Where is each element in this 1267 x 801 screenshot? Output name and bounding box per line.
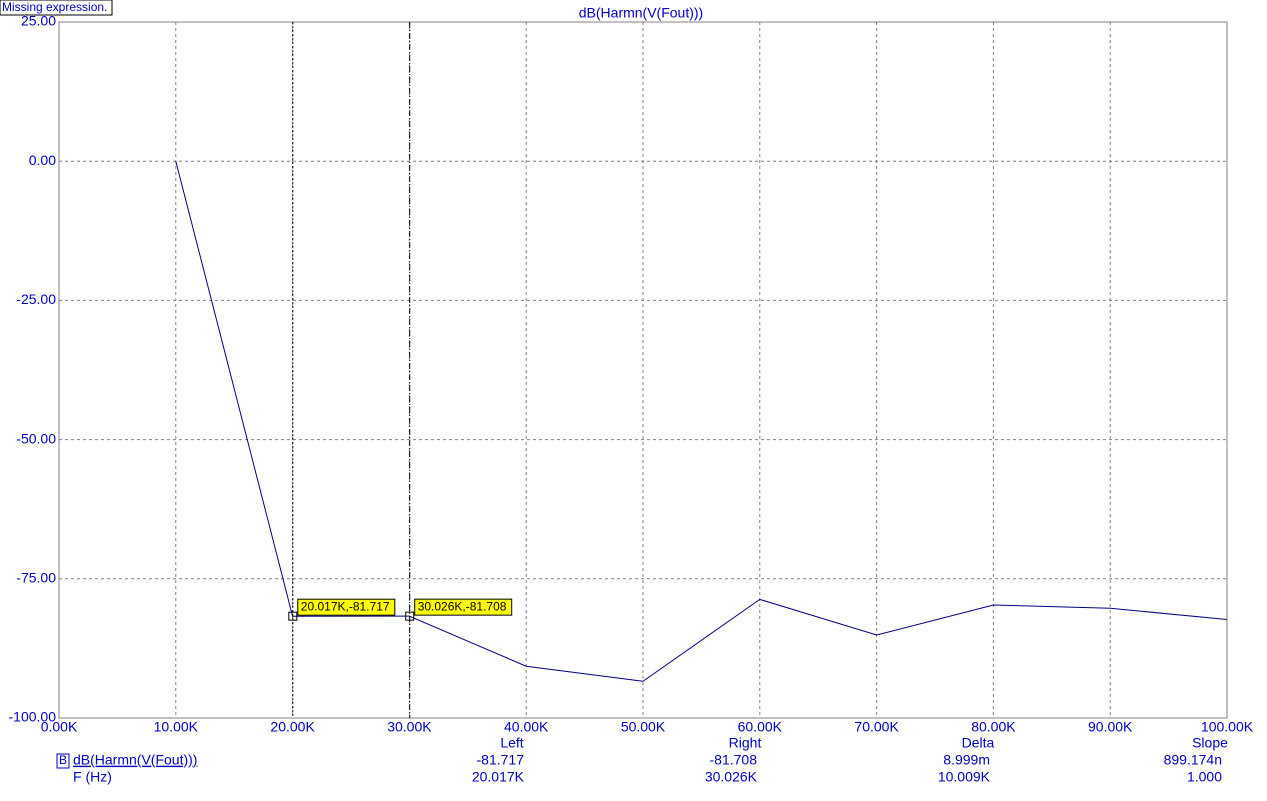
table-cell: 10.009K — [938, 769, 991, 785]
status-box — [0, 0, 113, 16]
cursor-label: 30.026K,-81.708 — [418, 599, 507, 613]
x-tick-label: 20.00K — [270, 719, 315, 735]
x-tick-label: 70.00K — [854, 719, 899, 735]
x-tick-label: 100.00K — [1201, 719, 1254, 735]
table-cell: 8.999m — [943, 752, 990, 768]
table-cell: 1.000 — [1187, 769, 1222, 785]
y-tick-label: -75.00 — [16, 570, 56, 586]
chart-title: dB(Harmn(V(Fout))) — [579, 5, 703, 21]
marker-box — [56, 753, 70, 769]
x-tick-label: 10.00K — [154, 719, 199, 735]
cursor-label-box — [414, 598, 513, 616]
y-tick-label: 0.00 — [29, 152, 56, 168]
table-cell: 899.174n — [1164, 752, 1222, 768]
x-tick-label: 90.00K — [1088, 719, 1133, 735]
cursor-label-box — [297, 598, 396, 616]
cursor-marker — [405, 611, 415, 621]
x-tick-label: 40.00K — [504, 719, 549, 735]
cursor-marker — [288, 611, 298, 621]
table-cell: 20.017K — [472, 769, 525, 785]
table-header: Slope — [1192, 735, 1228, 751]
x-tick-label: 80.00K — [971, 719, 1016, 735]
y-tick-label: 25.00 — [21, 13, 56, 29]
x-tick-label: 60.00K — [738, 719, 783, 735]
x-tick-label: 30.00K — [387, 719, 432, 735]
y-tick-label: -50.00 — [16, 430, 56, 446]
row-label: dB(Harmn(V(Fout))) — [73, 752, 197, 768]
table-header: Delta — [962, 735, 995, 751]
series-line — [175, 161, 1228, 682]
marker-text: B — [59, 753, 67, 767]
table-cell: -81.717 — [477, 752, 525, 768]
table-cell: -81.708 — [710, 752, 758, 768]
row-label: F (Hz) — [73, 769, 112, 785]
y-tick-label: -100.00 — [9, 709, 57, 725]
x-tick-label: 0.00K — [41, 719, 78, 735]
table-header: Left — [500, 735, 523, 751]
x-tick-label: 50.00K — [621, 719, 666, 735]
table-header: Right — [729, 735, 762, 751]
table-cell: 30.026K — [705, 769, 758, 785]
y-tick-label: -25.00 — [16, 291, 56, 307]
cursor-label: 20.017K,-81.717 — [301, 599, 390, 613]
status-text: Missing expression. — [2, 0, 107, 14]
